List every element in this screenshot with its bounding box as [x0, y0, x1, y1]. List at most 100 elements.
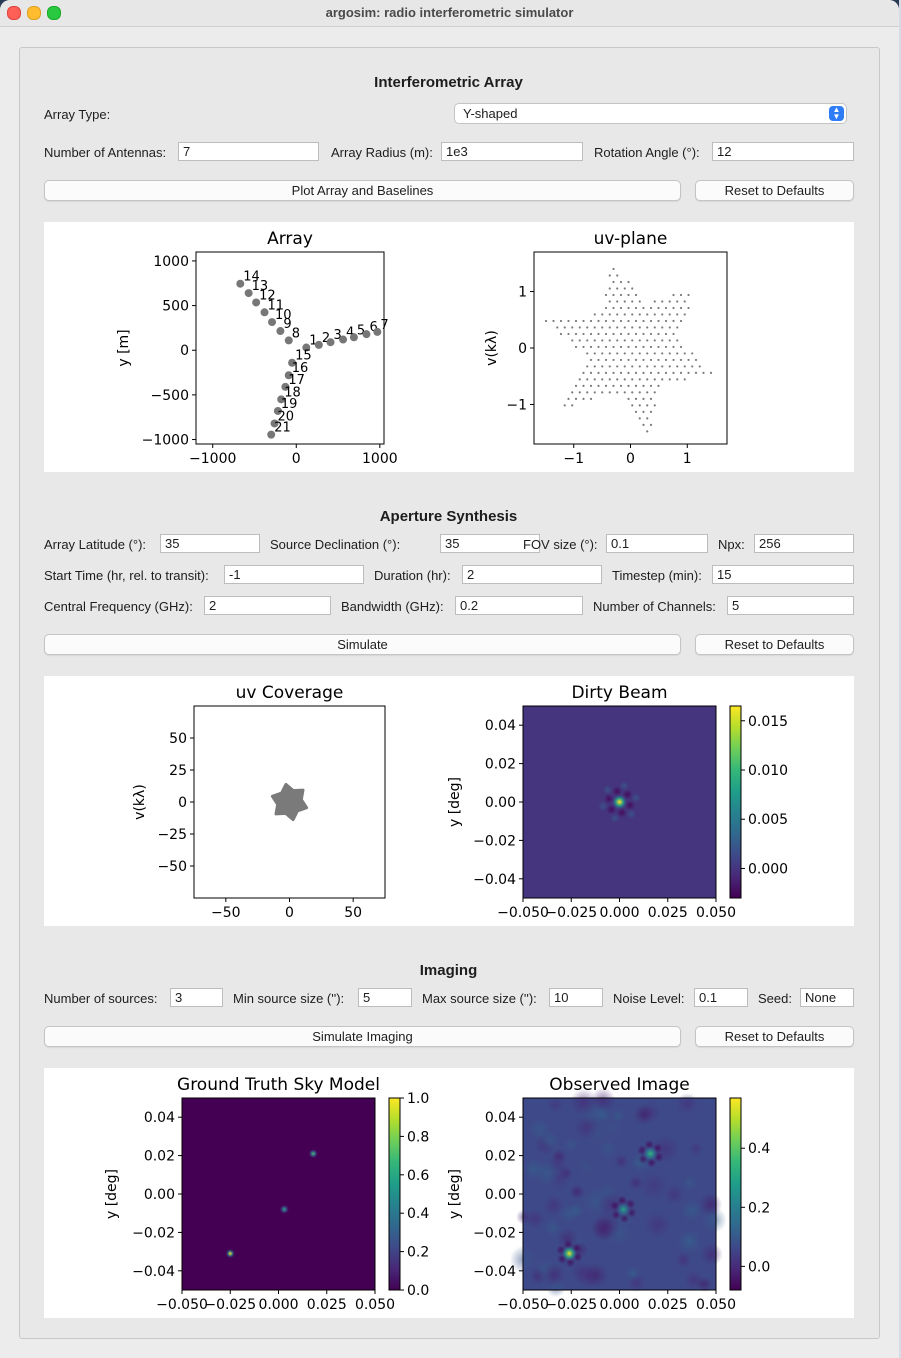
- uv-sample: [612, 306, 615, 310]
- observed-noise: [681, 1200, 702, 1222]
- uv-sample: [574, 345, 578, 349]
- observed-noise: [568, 1202, 585, 1219]
- chart-0-title: Array: [267, 229, 313, 249]
- frequency-input[interactable]: 2: [204, 596, 331, 615]
- chart-3-ytick-label: 0.02: [485, 757, 516, 773]
- uv-coverage-shape: [270, 782, 309, 822]
- uv-sample: [653, 352, 656, 355]
- antenna-point-12: [252, 298, 261, 307]
- antenna-label-14: 14: [243, 270, 260, 285]
- uv-sample: [653, 300, 656, 303]
- uv-sample: [646, 391, 649, 394]
- duration-input[interactable]: 2: [462, 565, 602, 584]
- uv-sample: [638, 300, 641, 303]
- uv-sample: [672, 371, 675, 375]
- aperture-reset-button[interactable]: Reset to Defaults: [695, 634, 854, 655]
- chart-5-title: Observed Image: [549, 1075, 689, 1095]
- uv-sample: [653, 326, 656, 329]
- uv-sample: [672, 358, 675, 362]
- chart-4-background: [182, 1098, 375, 1290]
- uv-sample: [597, 345, 600, 349]
- channels-input[interactable]: 5: [727, 596, 854, 615]
- declination-input[interactable]: 35: [440, 534, 540, 553]
- num-antennas-input[interactable]: 7: [178, 142, 319, 161]
- uv-sample: [608, 326, 611, 329]
- uv-sample: [559, 319, 563, 323]
- uv-sample: [638, 313, 641, 316]
- uv-sample: [571, 391, 574, 394]
- uv-sample: [676, 326, 679, 329]
- observed-noise: [594, 1106, 612, 1124]
- uv-sample: [653, 339, 656, 342]
- close-window-button[interactable]: [7, 6, 21, 20]
- uv-sample: [687, 371, 690, 375]
- chart-3-ytick-label: −0.04: [473, 872, 516, 888]
- timestep-input[interactable]: 15: [712, 565, 854, 584]
- minimize-window-button[interactable]: [27, 6, 41, 20]
- chart-4-xtick-label: 0.050: [355, 1297, 395, 1313]
- simulate-imaging-button[interactable]: Simulate Imaging: [44, 1026, 681, 1047]
- chart-1-xtick-label: 1: [683, 451, 692, 467]
- uv-sample: [589, 384, 593, 387]
- uv-sample: [608, 365, 611, 368]
- uv-sample: [616, 274, 619, 277]
- uv-sample: [601, 378, 604, 381]
- array-reset-button[interactable]: Reset to Defaults: [695, 180, 854, 201]
- num-sources-input[interactable]: 3: [170, 988, 223, 1007]
- max-size-input[interactable]: 10: [549, 988, 603, 1007]
- observed-noise: [700, 1243, 723, 1266]
- uv-sample: [642, 384, 645, 387]
- uv-sample: [608, 287, 611, 290]
- rotation-angle-input[interactable]: 12: [712, 142, 854, 161]
- fov-input[interactable]: 0.1: [606, 534, 708, 553]
- uv-sample: [672, 332, 675, 336]
- latitude-input[interactable]: 35: [160, 534, 260, 553]
- uv-sample: [601, 391, 604, 394]
- duration-label: Duration (hr):: [374, 568, 451, 583]
- array-radius-input[interactable]: 1e3: [441, 142, 583, 161]
- uv-sample: [597, 371, 600, 375]
- chart-1-xtick-label: 0: [626, 451, 635, 467]
- antenna-point-5: [349, 333, 358, 342]
- array-type-select[interactable]: Y-shaped ▲ ▼: [454, 103, 847, 124]
- uv-sample: [627, 358, 630, 362]
- uv-sample: [608, 391, 611, 394]
- chart-5-ylabel: y [deg]: [447, 1169, 463, 1219]
- imaging-section-heading: Imaging: [419, 962, 478, 979]
- noise-level-input[interactable]: 0.1: [694, 988, 748, 1007]
- chart-5-ytick-label: −0.02: [473, 1225, 516, 1241]
- uv-sample: [676, 352, 679, 355]
- chart-4-xtick-label: 0.000: [258, 1297, 298, 1313]
- uv-sample: [608, 300, 611, 303]
- chart-1-ytick-label: 0: [518, 341, 527, 357]
- uv-sample: [619, 371, 623, 375]
- uv-sample: [672, 293, 675, 297]
- uv-sample: [604, 358, 608, 362]
- plot-array-button[interactable]: Plot Array and Baselines: [44, 180, 681, 201]
- noise-level-label: Noise Level:: [613, 991, 685, 1006]
- uv-sample: [578, 378, 581, 381]
- uv-sample: [683, 313, 686, 316]
- uv-sample: [601, 313, 604, 316]
- antenna-point-4: [339, 335, 348, 344]
- chart-4-cbtick-label: 0.4: [407, 1206, 429, 1222]
- uv-sample: [653, 365, 656, 368]
- uv-sample: [627, 319, 630, 323]
- npx-input[interactable]: 256: [754, 534, 854, 553]
- chart-5-frame: [522, 1097, 717, 1291]
- simulate-button[interactable]: Simulate: [44, 634, 681, 655]
- uv-sample: [574, 332, 578, 336]
- maximize-window-button[interactable]: [47, 6, 61, 20]
- observed-noise: [684, 1270, 704, 1290]
- uv-sample: [661, 378, 664, 381]
- uv-sample: [642, 358, 645, 362]
- uv-sample: [604, 306, 608, 310]
- bandwidth-input[interactable]: 0.2: [455, 596, 583, 615]
- frequency-label: Central Frequency (GHz):: [44, 599, 193, 614]
- uv-sample: [582, 397, 585, 400]
- seed-input[interactable]: None: [800, 988, 854, 1007]
- min-size-input[interactable]: 5: [358, 988, 412, 1007]
- uv-sample: [646, 352, 649, 355]
- imaging-reset-button[interactable]: Reset to Defaults: [695, 1026, 854, 1047]
- start-time-input[interactable]: -1: [224, 565, 364, 584]
